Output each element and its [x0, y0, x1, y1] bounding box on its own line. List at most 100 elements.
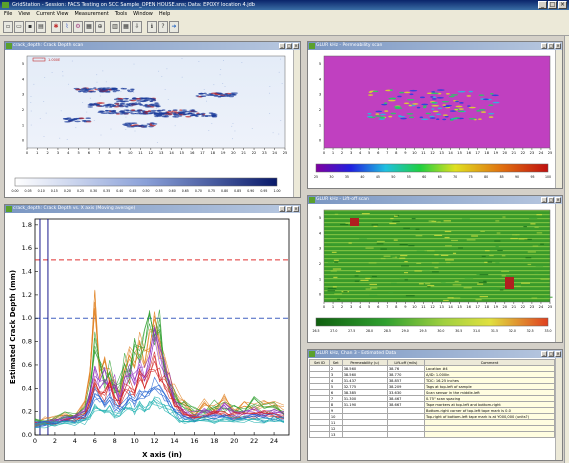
liftoff-variation [391, 282, 397, 285]
permeability-indication [488, 112, 495, 115]
x-tick-label: 25 [548, 305, 553, 309]
crack-indication [190, 110, 198, 113]
pane-scrollbar[interactable] [555, 204, 562, 342]
menu-tools[interactable]: Tools [114, 11, 128, 17]
liftoff-variation [544, 296, 553, 298]
close-button[interactable]: × [558, 1, 567, 9]
app-logo-icon [2, 2, 9, 8]
window-right-scrollbar[interactable] [564, 36, 569, 463]
table-icon[interactable]: ▦ [121, 20, 131, 33]
pane-close-button[interactable]: × [293, 43, 299, 49]
liftoff-variation [530, 223, 536, 225]
pane-minimize-button[interactable]: _ [541, 43, 547, 49]
table-row[interactable]: 13 [309, 431, 555, 438]
pane-minimize-button[interactable]: _ [541, 197, 547, 203]
print-icon[interactable]: ▤ [36, 20, 46, 33]
menu-current-view[interactable]: Current View [36, 11, 69, 17]
y-tick-label: 5 [22, 62, 24, 66]
noise-mark [174, 125, 176, 127]
liftoff-variation [515, 234, 520, 236]
colorbar-tick-label: 26.5 [312, 329, 319, 333]
menu-measurement[interactable]: Measurement [74, 11, 109, 17]
crack-indication [218, 95, 225, 97]
liftoff-variation [431, 262, 439, 264]
permeability-indication [389, 97, 397, 100]
permeability-indication [449, 110, 457, 112]
pane-close-button[interactable]: × [293, 206, 299, 212]
new-icon[interactable]: ▫ [3, 20, 13, 33]
pane-maximize-button[interactable]: □ [548, 197, 554, 203]
grid-icon[interactable]: ▦ [84, 20, 94, 33]
liftoff-variation [478, 281, 487, 284]
colorbar-tick-label: 85 [500, 175, 504, 179]
x-tick-label: 9 [404, 151, 407, 155]
colorbar-tick-label: 0.00 [11, 189, 18, 193]
pane-scrollbar[interactable] [555, 358, 562, 460]
crack-depth-series-line [34, 369, 285, 425]
colorbar-tick-label: 0.75 [208, 189, 215, 193]
chart-icon[interactable]: ▥ [110, 20, 120, 33]
crack-indication [122, 123, 128, 126]
pane-minimize-button[interactable]: _ [541, 351, 547, 357]
liftoff-variation [428, 220, 435, 222]
x-tick-label: 14 [170, 437, 178, 445]
crack-indication [152, 123, 158, 125]
pane-maximize-button[interactable]: □ [286, 206, 292, 212]
menu-window[interactable]: Window [133, 11, 153, 17]
pane-close-button[interactable]: × [555, 43, 561, 49]
pane-maximize-button[interactable]: □ [548, 351, 554, 357]
liftoff-variation [399, 257, 406, 259]
help-icon[interactable]: ? [158, 20, 168, 33]
liftoff-variation [427, 286, 431, 288]
colorbar-tick-label: 31.0 [473, 329, 480, 333]
pane-minimize-button[interactable]: _ [279, 43, 285, 49]
permeability-indication [383, 102, 388, 104]
menu-file[interactable]: File [4, 11, 13, 17]
scan-icon[interactable]: ✱ [51, 20, 61, 33]
maximize-button[interactable]: □ [548, 1, 557, 9]
open-icon[interactable]: ▭ [14, 20, 24, 33]
crack-indication [111, 87, 118, 90]
liftoff-variation [540, 243, 544, 245]
menu-view[interactable]: View [18, 11, 31, 17]
liftoff-variation [416, 250, 425, 252]
noise-mark [279, 58, 281, 60]
pane-scrollbar[interactable] [555, 50, 562, 188]
settings-icon[interactable]: ⚙ [73, 20, 83, 33]
crack-indication [84, 89, 88, 92]
x-tick-label: 24 [272, 151, 277, 155]
crack-indication [179, 109, 183, 111]
colorbar-tick-label: 0.65 [182, 189, 189, 193]
colorbar-tick-label: 70 [453, 175, 457, 179]
pane-minimize-button[interactable]: _ [279, 206, 285, 212]
menu-help[interactable]: Help [158, 11, 171, 17]
x-tick-label: 17 [200, 151, 205, 155]
crack-indication [108, 88, 112, 91]
x-tick-label: 17 [475, 305, 480, 309]
crack-indication [130, 112, 137, 115]
colorbar-tick-label: 0.45 [129, 189, 136, 193]
info-icon[interactable]: ℹ [147, 20, 157, 33]
noise-mark [125, 116, 127, 118]
noise-mark [166, 68, 168, 70]
pane-scrollbar[interactable] [293, 50, 300, 197]
export-icon[interactable]: ⇩ [132, 20, 142, 33]
save-icon[interactable]: ▪ [25, 20, 35, 33]
zoom-icon[interactable]: ⊕ [95, 20, 105, 33]
permeability-indication [432, 110, 439, 113]
pane-close-button[interactable]: × [555, 351, 561, 357]
liftoff-variation [477, 283, 484, 285]
x-tick-label: 17 [475, 151, 480, 155]
colorbar-tick-label: 0.80 [221, 189, 228, 193]
arrow-icon[interactable]: ➜ [169, 20, 179, 33]
noise-mark [86, 111, 88, 113]
colorbar-tick-label: 0.55 [156, 189, 163, 193]
crack-indication [111, 105, 117, 107]
probe-icon[interactable]: ⌇ [62, 20, 72, 33]
permeability-indication [431, 108, 435, 110]
pane-maximize-button[interactable]: □ [548, 43, 554, 49]
crack-indication [129, 111, 133, 113]
pane-close-button[interactable]: × [555, 197, 561, 203]
minimize-button[interactable]: _ [538, 1, 547, 9]
pane-maximize-button[interactable]: □ [286, 43, 292, 49]
